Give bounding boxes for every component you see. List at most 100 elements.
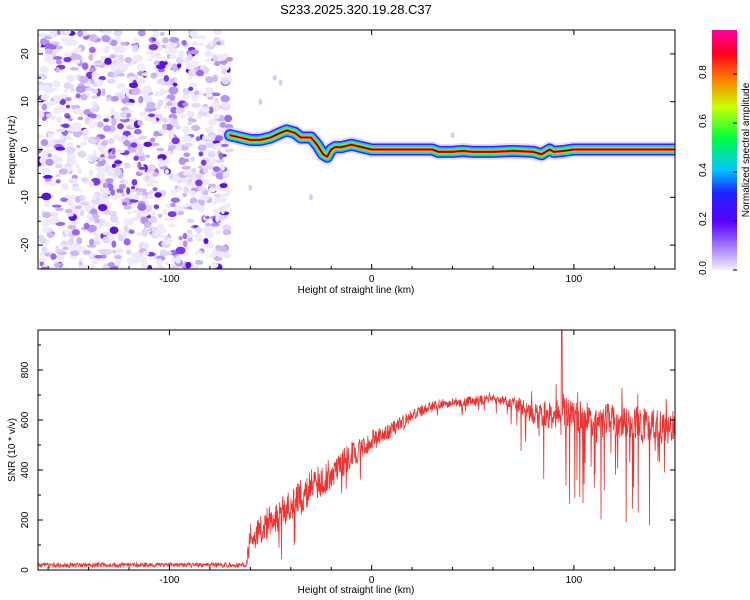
noise-blob xyxy=(45,48,53,55)
noise-blob xyxy=(82,250,92,255)
noise-blob xyxy=(167,211,177,218)
noise-blob xyxy=(75,85,86,93)
noise-blob xyxy=(152,172,159,177)
noise-blob xyxy=(169,189,178,195)
noise-blob xyxy=(221,68,227,75)
snr-ticks: -100 0 100 0 200 400 600 800 xyxy=(20,330,675,586)
noise-blob xyxy=(58,248,64,253)
noise-blob xyxy=(73,126,81,133)
noise-blob xyxy=(86,213,94,219)
noise-blob xyxy=(120,41,127,46)
noise-blob xyxy=(126,249,132,255)
noise-blob xyxy=(109,226,119,234)
noise-blob xyxy=(207,183,217,188)
noise-blob xyxy=(164,250,173,256)
noise-blob xyxy=(132,54,143,63)
noise-blob xyxy=(46,232,54,239)
noise-blob xyxy=(186,111,195,118)
noise-blob xyxy=(114,192,123,199)
noise-blob xyxy=(44,53,52,59)
noise-blob xyxy=(175,255,181,264)
noise-blob xyxy=(68,194,77,200)
noise-blob xyxy=(92,193,98,201)
noise-blob xyxy=(181,39,187,46)
noise-blob xyxy=(163,75,170,82)
noise-blob xyxy=(139,210,150,217)
spectrogram-ytick-label: -20 xyxy=(20,237,31,252)
noise-blob xyxy=(113,30,123,37)
snr-frame xyxy=(37,329,676,571)
noise-blob xyxy=(217,216,225,221)
noise-blob xyxy=(168,132,174,137)
snr-ytick-label: 600 xyxy=(20,411,31,428)
noise-blob xyxy=(182,240,188,248)
noise-blob xyxy=(217,196,227,203)
noise-blob xyxy=(150,216,158,224)
noise-blob xyxy=(52,155,58,160)
noise-blob xyxy=(217,251,225,258)
noise-blob xyxy=(157,158,164,162)
noise-blob xyxy=(117,123,124,130)
noise-blob xyxy=(92,213,100,219)
noise-blob xyxy=(219,64,230,71)
noise-blob xyxy=(110,63,117,72)
noise-blob xyxy=(64,30,71,35)
noise-blob xyxy=(190,60,199,68)
noise-blob xyxy=(203,237,209,245)
noise-blob xyxy=(157,99,164,106)
noise-blob xyxy=(208,186,217,193)
noise-blob xyxy=(116,188,124,194)
noise-blob xyxy=(137,188,147,193)
noise-blob xyxy=(59,134,64,140)
noise-blob xyxy=(39,237,47,244)
noise-blob xyxy=(155,258,163,266)
noise-blob xyxy=(135,152,146,157)
noise-blob xyxy=(148,176,156,181)
noise-blob xyxy=(195,69,204,77)
noise-blob xyxy=(92,88,99,94)
noise-blob xyxy=(182,102,189,107)
ridge-line xyxy=(229,129,675,158)
noise-blob xyxy=(203,190,209,196)
noise-blob xyxy=(220,206,225,215)
noise-blob xyxy=(130,259,140,264)
noise-blob xyxy=(57,250,68,256)
noise-blob xyxy=(141,242,150,250)
noise-blob xyxy=(52,80,59,87)
noise-blob xyxy=(63,88,68,93)
noise-blob xyxy=(168,117,175,122)
noise-blob xyxy=(164,236,169,240)
noise-blob xyxy=(90,265,96,269)
noise-blob xyxy=(214,142,225,151)
noise-blob xyxy=(220,40,225,46)
noise-blob xyxy=(41,192,52,201)
noise-blob xyxy=(128,82,139,89)
noise-blob xyxy=(208,253,217,258)
noise-blob xyxy=(138,95,144,104)
noise-blob xyxy=(214,256,223,262)
noise-blob xyxy=(117,233,124,242)
noise-blob xyxy=(115,247,123,254)
noise-blob xyxy=(204,59,214,63)
noise-blob xyxy=(83,82,92,87)
noise-blob xyxy=(77,116,84,121)
noise-blob xyxy=(222,229,232,236)
noise-blob xyxy=(133,37,140,42)
colorbar-tick-label: 0.0 xyxy=(698,261,709,275)
noise-blob xyxy=(38,258,47,262)
spectrogram-ytick-label: 20 xyxy=(20,48,31,60)
noise-blob xyxy=(128,76,136,80)
noise-blob xyxy=(157,129,167,134)
noise-blob xyxy=(90,78,95,84)
noise-blob xyxy=(181,137,191,143)
noise-blob xyxy=(208,40,214,47)
noise-blob xyxy=(176,187,181,192)
noise-blob xyxy=(147,164,157,173)
noise-blob xyxy=(139,157,146,162)
noise-blob xyxy=(130,142,138,148)
noise-blob xyxy=(187,75,193,80)
noise-blob xyxy=(153,130,160,137)
snr-ytick-label: 0 xyxy=(20,567,31,573)
